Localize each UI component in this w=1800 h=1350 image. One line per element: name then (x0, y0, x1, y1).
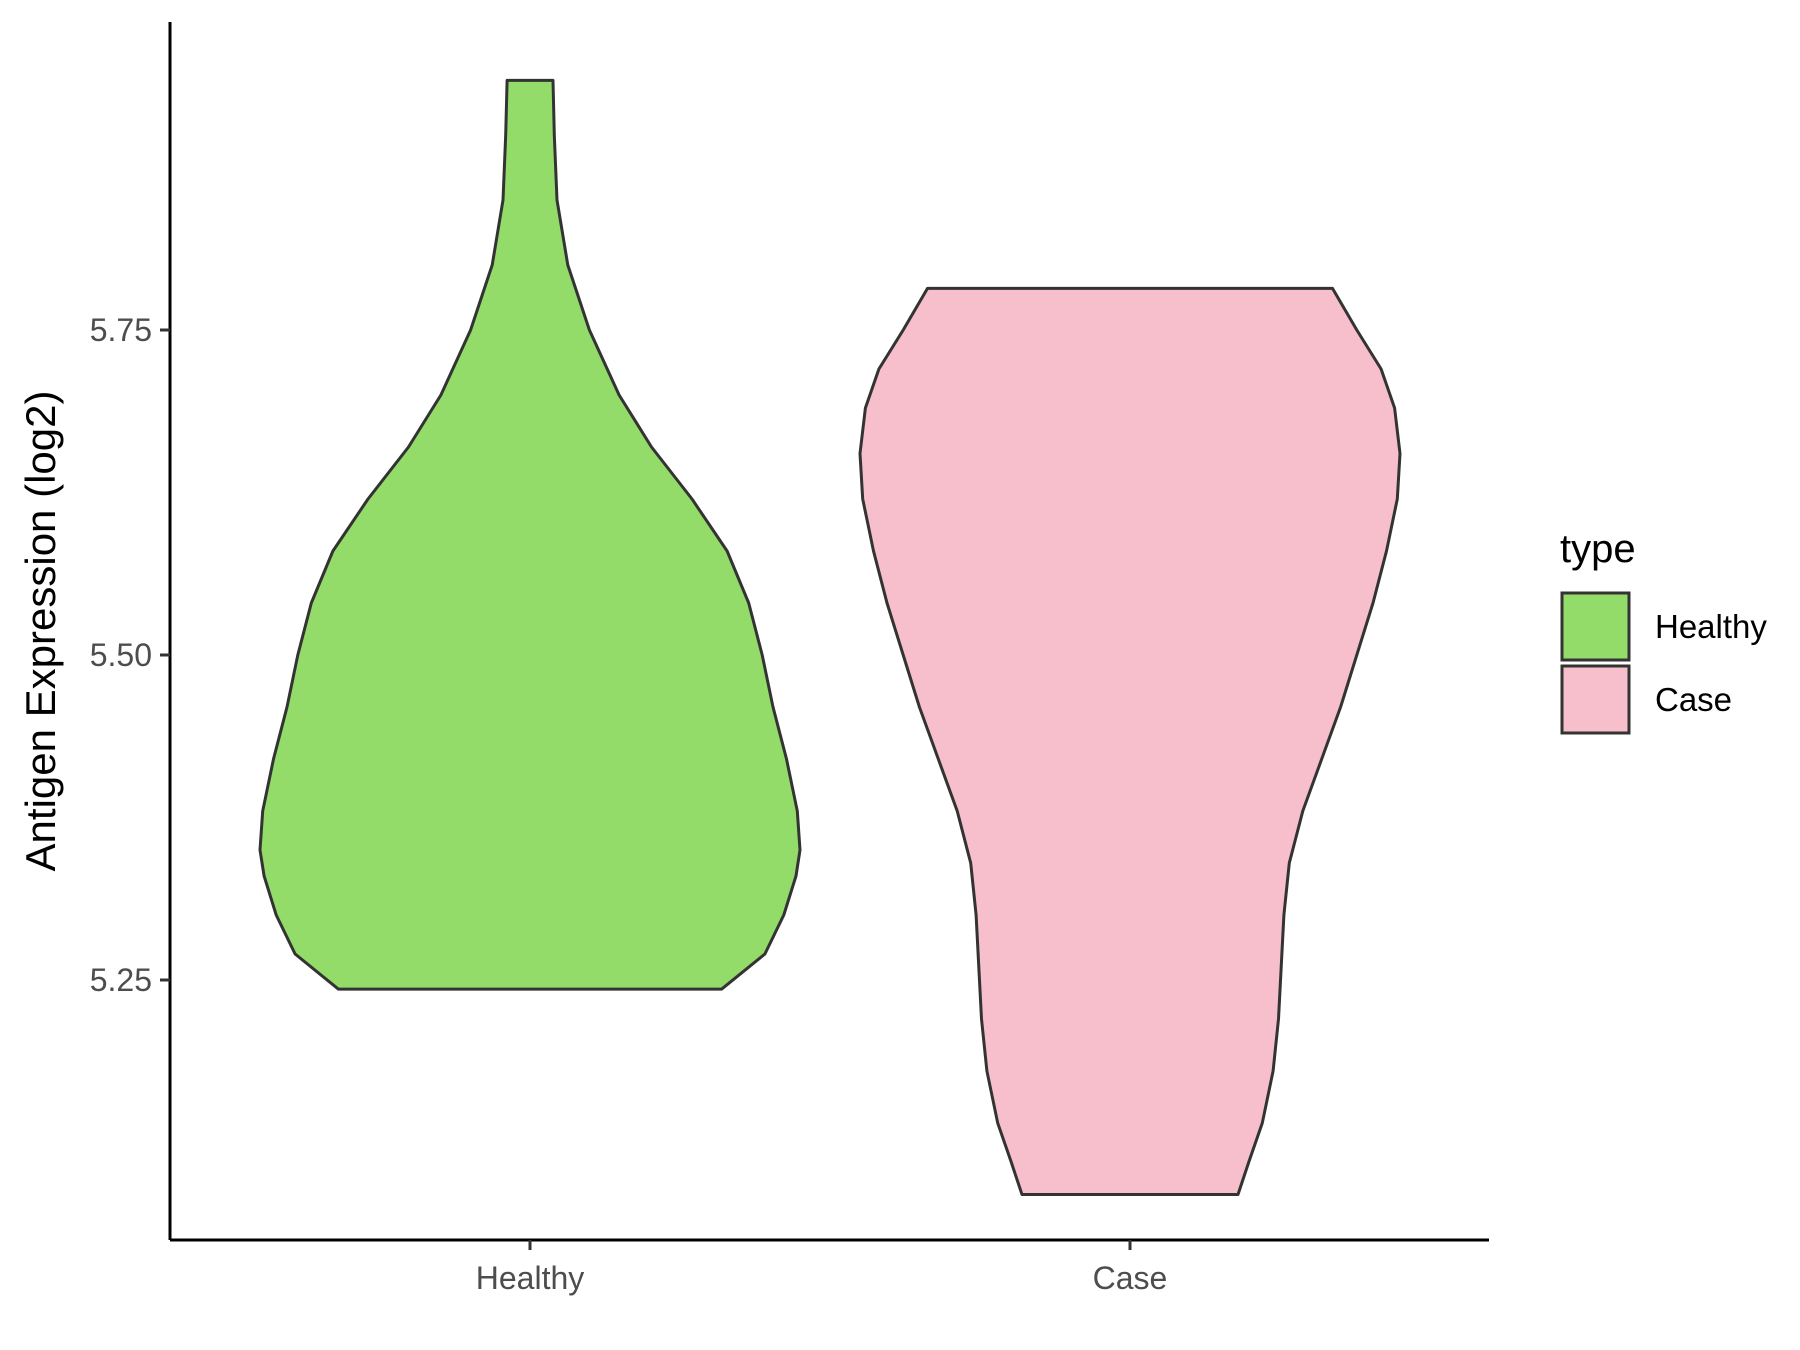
legend: type Healthy Case (1560, 527, 1767, 735)
x-tick-label: Case (1093, 1260, 1168, 1296)
violin-case (858, 286, 1402, 1196)
legend-swatch-case (1560, 664, 1631, 735)
legend-swatch-healthy (1560, 591, 1631, 662)
legend-label-healthy: Healthy (1655, 608, 1767, 645)
x-tick-label: Healthy (476, 1260, 585, 1296)
legend-items: Healthy Case (1560, 591, 1767, 735)
y-ticks: 5.25 5.50 5.75 (90, 312, 170, 998)
legend-label-case: Case (1655, 681, 1732, 718)
x-ticks: Healthy Case (476, 1240, 1168, 1296)
axes (168, 22, 1489, 1242)
legend-title: type (1560, 527, 1636, 571)
y-tick-label: 5.50 (90, 637, 152, 673)
y-tick-label: 5.75 (90, 312, 152, 348)
y-axis-title: Antigen Expression (log2) (17, 391, 64, 872)
violin-layer (258, 78, 1402, 1196)
y-tick-label: 5.25 (90, 962, 152, 998)
violin-healthy (258, 78, 802, 991)
